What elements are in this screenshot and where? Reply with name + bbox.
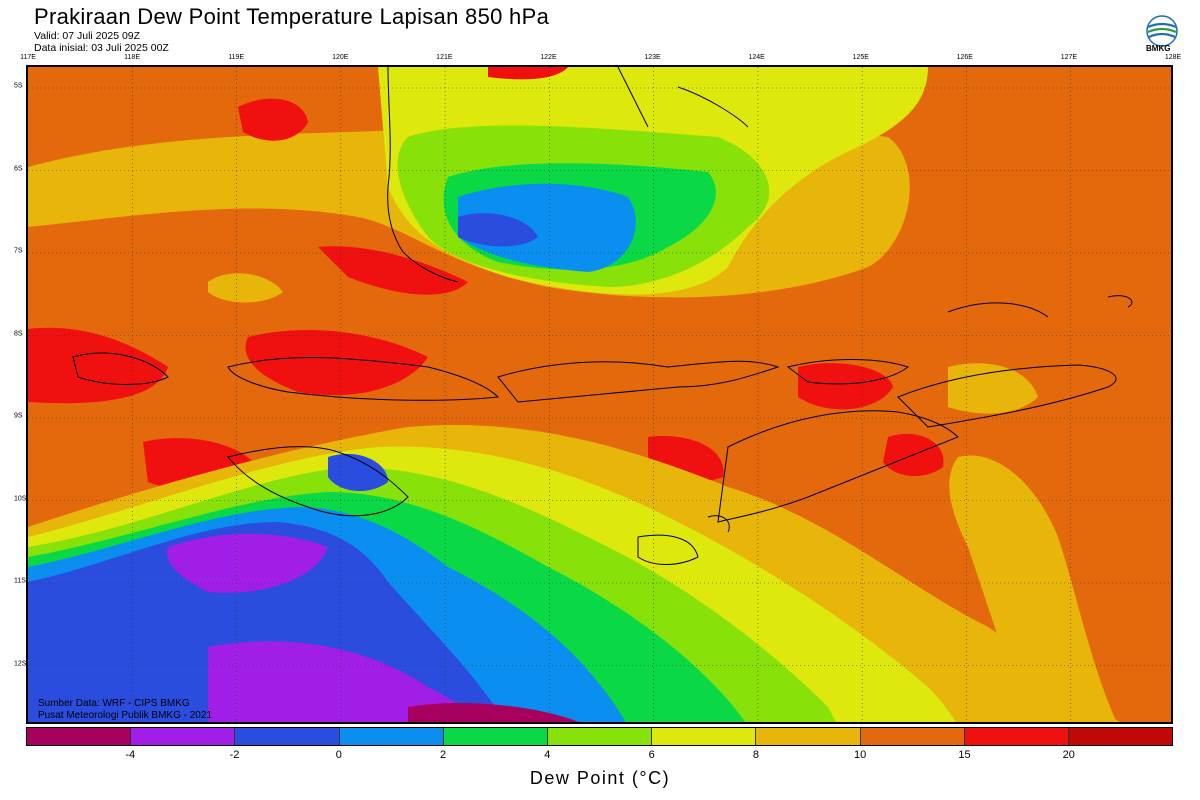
lon-label: 122E xyxy=(540,54,557,61)
bmkg-logo-icon xyxy=(1146,15,1178,47)
lat-label: 6S xyxy=(14,165,23,172)
lon-label: 128E xyxy=(1164,54,1182,61)
coastline xyxy=(227,446,409,517)
initial-time: Data inisial: 03 Juli 2025 00Z xyxy=(34,42,169,54)
lon-label: 127E xyxy=(1060,54,1078,61)
legend-swatch xyxy=(339,728,444,745)
coastline xyxy=(707,515,730,533)
coastline xyxy=(947,302,1049,318)
legend-tick: -2 xyxy=(229,749,240,761)
legend-tick: 2 xyxy=(440,749,447,761)
contour-band xyxy=(318,246,468,295)
lat-label: 7S xyxy=(14,247,23,255)
legend-swatch xyxy=(1068,728,1173,745)
logo-text: BMKG xyxy=(1146,44,1171,53)
legend-title: Dew Point (°C) xyxy=(529,768,671,788)
coastline xyxy=(677,86,749,128)
contour-band xyxy=(458,213,538,247)
contour-band xyxy=(28,327,168,404)
contour-band xyxy=(798,363,893,410)
coastline xyxy=(617,67,649,128)
coastline xyxy=(72,352,169,385)
lon-label: 121E xyxy=(436,54,453,61)
contour-band xyxy=(458,183,636,272)
legend-tick: 0 xyxy=(335,749,342,761)
legend-swatch xyxy=(27,728,132,745)
contour-band xyxy=(408,703,579,722)
lon-label: 119E xyxy=(228,54,245,61)
legend-tick: -4 xyxy=(125,749,136,761)
contour-band xyxy=(245,329,428,396)
page-title: Prakiraan Dew Point Temperature Lapisan … xyxy=(34,4,550,29)
coastline xyxy=(497,360,780,403)
lon-label: 117E xyxy=(20,54,36,61)
contour-band xyxy=(949,455,1117,722)
contour-band xyxy=(208,641,484,722)
coastline xyxy=(1107,295,1133,308)
coastline xyxy=(387,67,459,283)
lat-label: 12S xyxy=(14,660,27,667)
contour-band xyxy=(488,67,568,80)
coastline xyxy=(227,357,500,401)
legend-tick: 10 xyxy=(854,749,867,761)
lon-label: 125E xyxy=(852,54,869,61)
coastlines xyxy=(72,67,1133,565)
map-canvas xyxy=(28,67,1171,722)
legend-swatch xyxy=(964,728,1069,745)
coastline xyxy=(717,410,959,523)
lat-label: 5S xyxy=(14,82,23,90)
legend-swatch xyxy=(547,728,653,745)
contour-band xyxy=(328,453,388,492)
coastline xyxy=(786,359,910,385)
legend-swatch xyxy=(860,728,965,745)
coastline xyxy=(897,364,1117,428)
lat-label: 11S xyxy=(14,577,26,585)
legend-swatch xyxy=(652,728,757,745)
legend-swatch xyxy=(756,728,861,745)
lat-label: 10S xyxy=(14,495,27,502)
lat-label: 8S xyxy=(14,330,23,337)
lon-label: 120E xyxy=(332,54,349,61)
valid-time: Valid: 07 Juli 2025 09Z xyxy=(34,30,141,42)
legend-swatch xyxy=(235,728,340,745)
contour-band xyxy=(948,363,1038,414)
contour-band xyxy=(238,98,308,141)
legend-swatch xyxy=(131,728,236,745)
lon-label: 124E xyxy=(748,54,765,61)
legend-tick: 4 xyxy=(544,749,551,761)
data-source: Sumber Data: WRF - CIPS BMKG xyxy=(38,698,190,709)
lon-label: 123E xyxy=(644,54,661,61)
publisher: Pusat Meteorologi Publik BMKG - 2021 xyxy=(38,710,212,721)
legend-tick: 20 xyxy=(1062,749,1075,761)
legend-tick: 8 xyxy=(752,749,759,761)
dew-point-map xyxy=(26,65,1173,724)
lat-label: 9S xyxy=(14,412,23,420)
legend-tick: 15 xyxy=(958,749,971,761)
legend-colorbar xyxy=(26,727,1173,746)
contour-band xyxy=(208,273,283,303)
lon-label: 126E xyxy=(956,54,973,61)
contour-band xyxy=(167,533,328,593)
legend-tick: 6 xyxy=(648,749,655,761)
legend-swatch xyxy=(443,728,548,745)
lon-label: 118E xyxy=(124,54,140,61)
coastline xyxy=(637,534,699,565)
